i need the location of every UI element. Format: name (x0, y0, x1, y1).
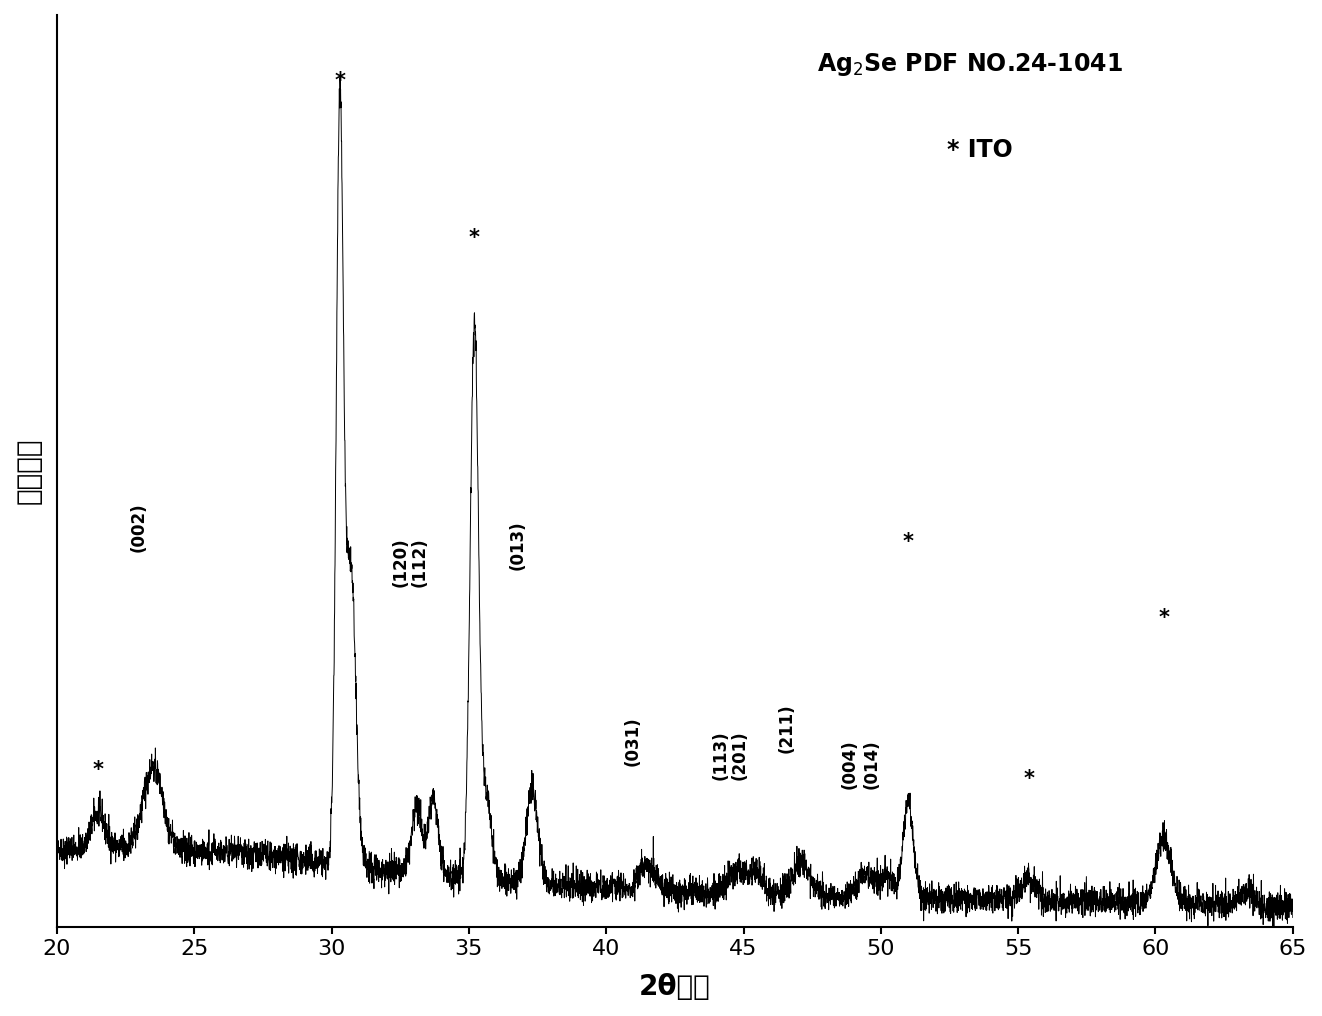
Text: (002): (002) (130, 502, 148, 552)
Text: (113): (113) (711, 731, 730, 779)
Text: *: * (93, 760, 103, 779)
Text: (031): (031) (624, 716, 642, 766)
Text: *: * (1023, 769, 1035, 788)
Text: (112): (112) (411, 537, 430, 587)
Text: (201): (201) (731, 731, 750, 779)
Text: * ITO: * ITO (947, 138, 1013, 163)
Text: *: * (903, 531, 914, 552)
Text: (120): (120) (391, 537, 410, 587)
Text: (211): (211) (777, 703, 796, 753)
Y-axis label: 相对强度: 相对强度 (15, 438, 44, 504)
Text: Ag$_2$Se PDF NO.24-1041: Ag$_2$Se PDF NO.24-1041 (817, 52, 1122, 78)
Text: (013): (013) (509, 520, 526, 570)
X-axis label: 2θ角度: 2θ角度 (639, 973, 711, 1001)
Text: *: * (1158, 608, 1169, 628)
Text: (004): (004) (841, 739, 859, 788)
Text: *: * (334, 71, 345, 91)
Text: *: * (469, 228, 480, 248)
Text: (014): (014) (863, 739, 880, 788)
